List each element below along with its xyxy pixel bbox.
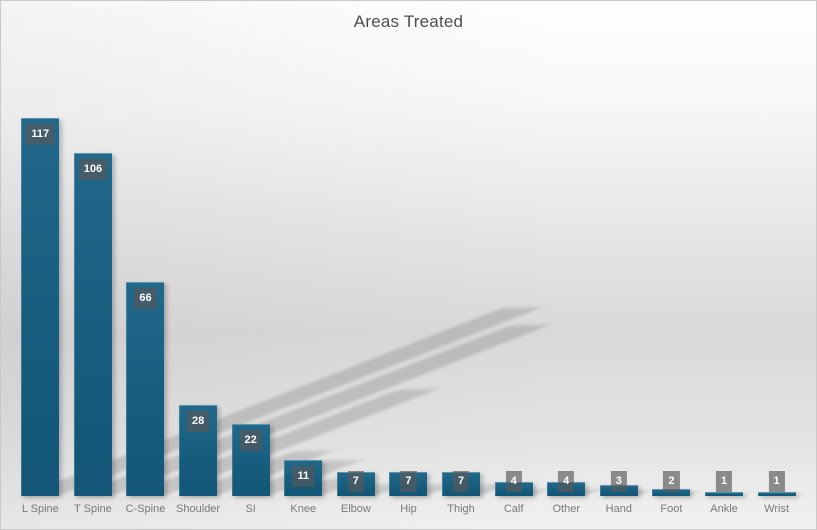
- bar-column: 106 T Spine: [67, 61, 550, 515]
- data-label[interactable]: 4: [505, 471, 522, 492]
- axis-category-label[interactable]: Foot: [660, 503, 683, 515]
- bar-ankle[interactable]: [705, 492, 744, 496]
- axis-category-label[interactable]: Elbow: [340, 503, 371, 515]
- axis-category-label[interactable]: Knee: [290, 503, 317, 515]
- bar-column: 4 Calf: [487, 61, 550, 515]
- data-label[interactable]: 2: [663, 471, 680, 492]
- axis-category-label[interactable]: Ankle: [710, 503, 738, 515]
- bar-column: 22 SI: [224, 61, 361, 515]
- bar-t-spine[interactable]: [73, 153, 112, 496]
- data-label[interactable]: 117: [26, 124, 55, 145]
- bar-column: 7 Thigh: [435, 61, 510, 515]
- data-label[interactable]: 11: [292, 466, 315, 487]
- data-label[interactable]: 3: [610, 471, 627, 492]
- data-label[interactable]: 66: [134, 288, 157, 309]
- axis-category-label[interactable]: Other: [552, 503, 580, 515]
- data-label[interactable]: 1: [768, 471, 785, 492]
- axis-category-label[interactable]: C-Spine: [125, 503, 166, 515]
- bar-wrist[interactable]: [757, 492, 796, 496]
- data-label[interactable]: 7: [347, 471, 364, 492]
- chart-title[interactable]: Areas Treated: [353, 12, 464, 31]
- data-label[interactable]: 28: [186, 411, 210, 432]
- bar-l-spine[interactable]: [21, 118, 60, 496]
- bar-column: 3 Hand: [593, 61, 651, 515]
- axis-category-label[interactable]: Thigh: [447, 503, 475, 515]
- bar-column: 28 Shoulder: [172, 61, 333, 515]
- bar-column: 117 L Spine: [14, 61, 542, 515]
- data-label[interactable]: 1: [715, 471, 733, 492]
- bar-c-spine[interactable]: [126, 282, 165, 496]
- bar-column: 7 Hip: [382, 61, 457, 515]
- data-label[interactable]: 4: [558, 471, 575, 492]
- data-label[interactable]: 7: [452, 471, 470, 492]
- data-label[interactable]: 106: [78, 159, 108, 180]
- bar-column: 2 Foot: [645, 61, 699, 515]
- axis-category-label[interactable]: SI: [245, 503, 256, 515]
- axis-category-label[interactable]: Wrist: [764, 503, 790, 515]
- axis-category-label[interactable]: T Spine: [74, 503, 112, 515]
- bar-column: 11 Knee: [277, 61, 368, 515]
- axis-category-label[interactable]: L Spine: [21, 503, 59, 515]
- bar-column: 7 Elbow: [330, 61, 405, 515]
- axis-category-label[interactable]: Hand: [605, 503, 632, 515]
- bar-column: 4 Other: [540, 61, 602, 515]
- bar-column: 1 Wrist: [750, 61, 803, 515]
- axis-category-label[interactable]: Hip: [400, 503, 417, 515]
- bar-column: 66 C-Spine: [119, 61, 438, 515]
- bar-column: 1 Ankle: [698, 61, 751, 515]
- data-label[interactable]: 22: [239, 430, 262, 451]
- axis-category-label[interactable]: Shoulder: [176, 503, 221, 515]
- axis-category-label[interactable]: Calf: [503, 503, 524, 515]
- data-label[interactable]: 7: [400, 471, 417, 492]
- plot-area[interactable]: 117 L Spine 106 T Spine 66 C-Spine 28 Shoulder 2…: [14, 61, 803, 515]
